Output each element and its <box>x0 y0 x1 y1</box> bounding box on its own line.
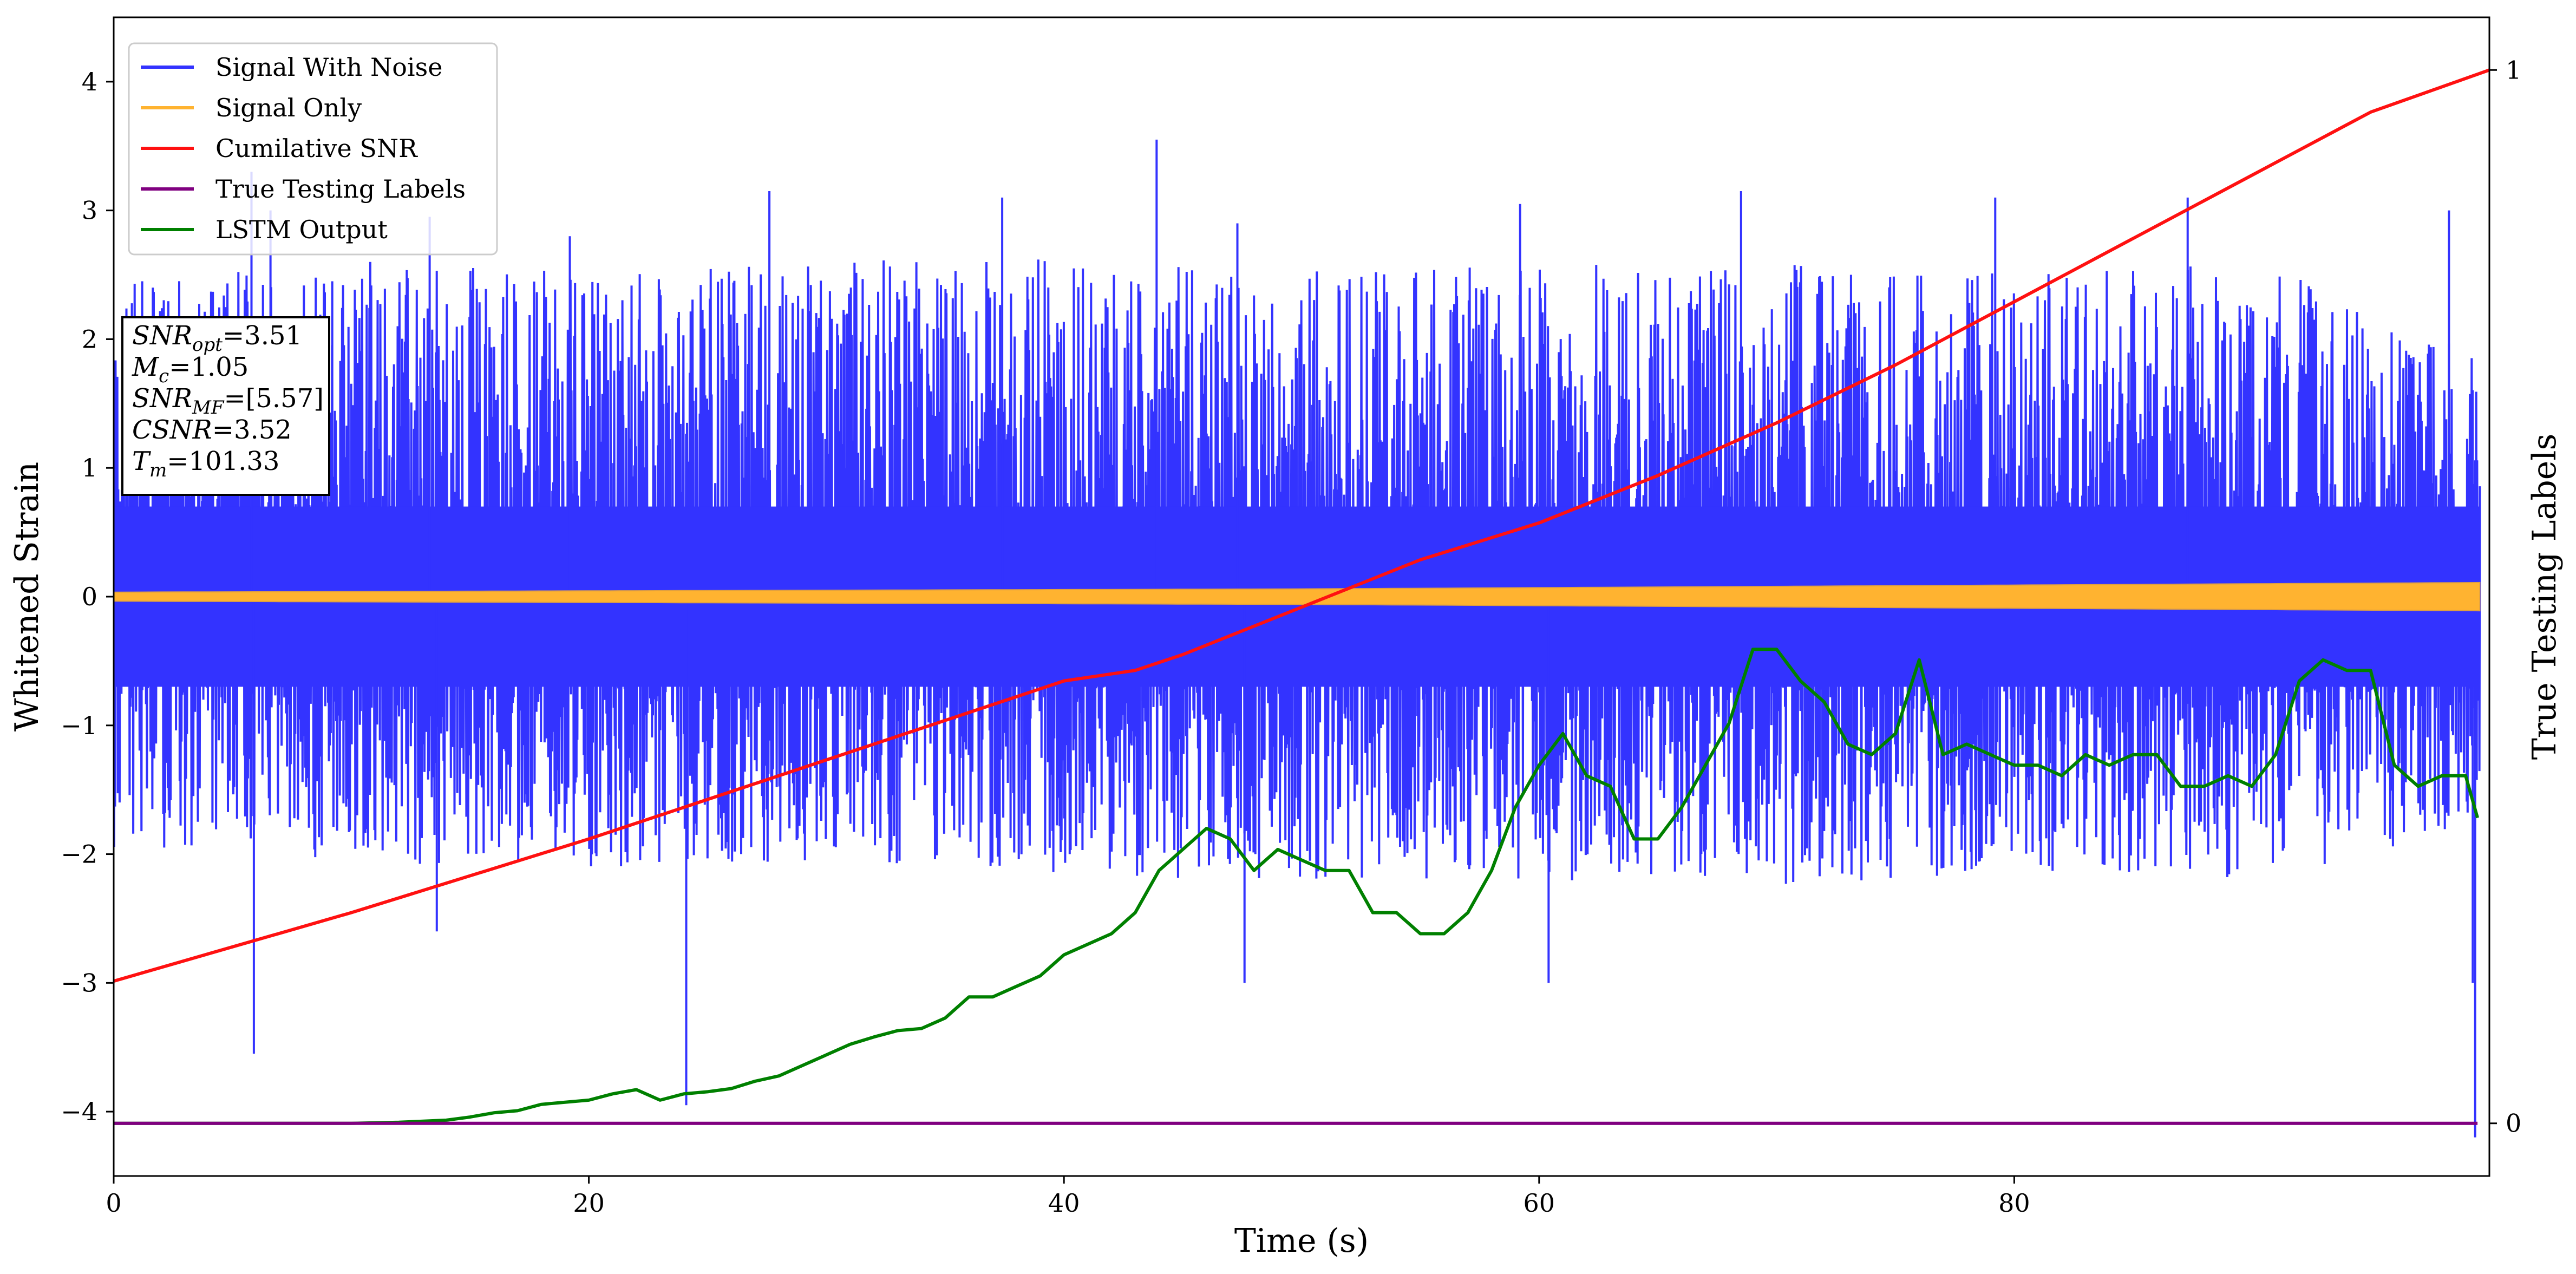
y-left-tick-label: 1 <box>82 453 97 482</box>
annotation-subscript: opt <box>192 334 223 356</box>
annotation-value: =1.05 <box>169 352 249 382</box>
legend-box <box>128 42 498 256</box>
x-axis-title: Time (s) <box>1234 1222 1369 1260</box>
annotation-symbol: M <box>132 352 160 382</box>
annotation-symbol: T <box>132 446 151 476</box>
x-tick-label: 20 <box>573 1188 605 1218</box>
y-right-tick-label: 1 <box>2506 55 2521 84</box>
annotation-line: CSNR=3.52 <box>132 415 292 445</box>
x-tick-label: 80 <box>1998 1188 2030 1218</box>
legend-label: Signal With Noise <box>215 53 442 82</box>
annotation-line: SNRopt=3.51 <box>132 321 302 356</box>
parameter-annotation-box: SNRopt=3.51Mc=1.05SNRMF=[5.57]CSNR=3.52T… <box>121 316 330 496</box>
legend-label: True Testing Labels <box>215 174 466 204</box>
legend-label: Cumilative SNR <box>215 134 418 163</box>
annotation-value: =3.51 <box>223 321 302 351</box>
annotation-line: Tm=101.33 <box>132 446 279 481</box>
annotation-line: SNRMF=[5.57] <box>132 383 324 419</box>
annotation-frame <box>121 316 330 496</box>
y-left-tick-label: 0 <box>82 582 97 611</box>
y-left-tick-label: −2 <box>61 840 97 869</box>
annotation-symbol: SNR <box>132 383 192 414</box>
annotation-subscript: c <box>159 365 169 387</box>
series-cumilative-snr <box>114 68 2489 983</box>
y-left-tick-label: −3 <box>61 968 97 997</box>
annotation-subscript: MF <box>192 397 225 419</box>
plot-area <box>114 68 2489 1138</box>
x-tick-label: 40 <box>1048 1188 1080 1218</box>
legend: Signal With Noise Signal Only Cumilative S… <box>128 42 498 256</box>
y-axis-right-title: True Testing Labels <box>2526 434 2564 760</box>
y-left-tick-label: 2 <box>82 324 97 354</box>
annotation-line: Mc=1.05 <box>132 352 249 387</box>
series-signal-only <box>114 582 2481 612</box>
annotation-value: =101.33 <box>167 446 279 476</box>
y-right-tick-label: 0 <box>2506 1109 2521 1138</box>
series-lstm-output <box>114 648 2479 1125</box>
annotation-value: =3.52 <box>212 415 292 445</box>
annotation-symbol: SNR <box>132 321 192 351</box>
x-tick-label: 0 <box>106 1188 121 1218</box>
legend-label: LSTM Output <box>215 215 388 244</box>
x-tick-label: 60 <box>1524 1188 1555 1218</box>
annotation-value: =[5.57] <box>224 383 324 414</box>
y-axis-left-title: Whitened Strain <box>8 462 46 731</box>
annotation-symbol: CSNR <box>132 415 212 445</box>
y-left-tick-label: 3 <box>82 196 97 225</box>
y-left-tick-label: 4 <box>82 67 97 96</box>
annotation-subscript: m <box>149 460 167 481</box>
legend-label: Signal Only <box>215 93 362 122</box>
y-left-tick-label: −4 <box>61 1097 97 1126</box>
y-left-tick-label: −1 <box>61 711 97 740</box>
